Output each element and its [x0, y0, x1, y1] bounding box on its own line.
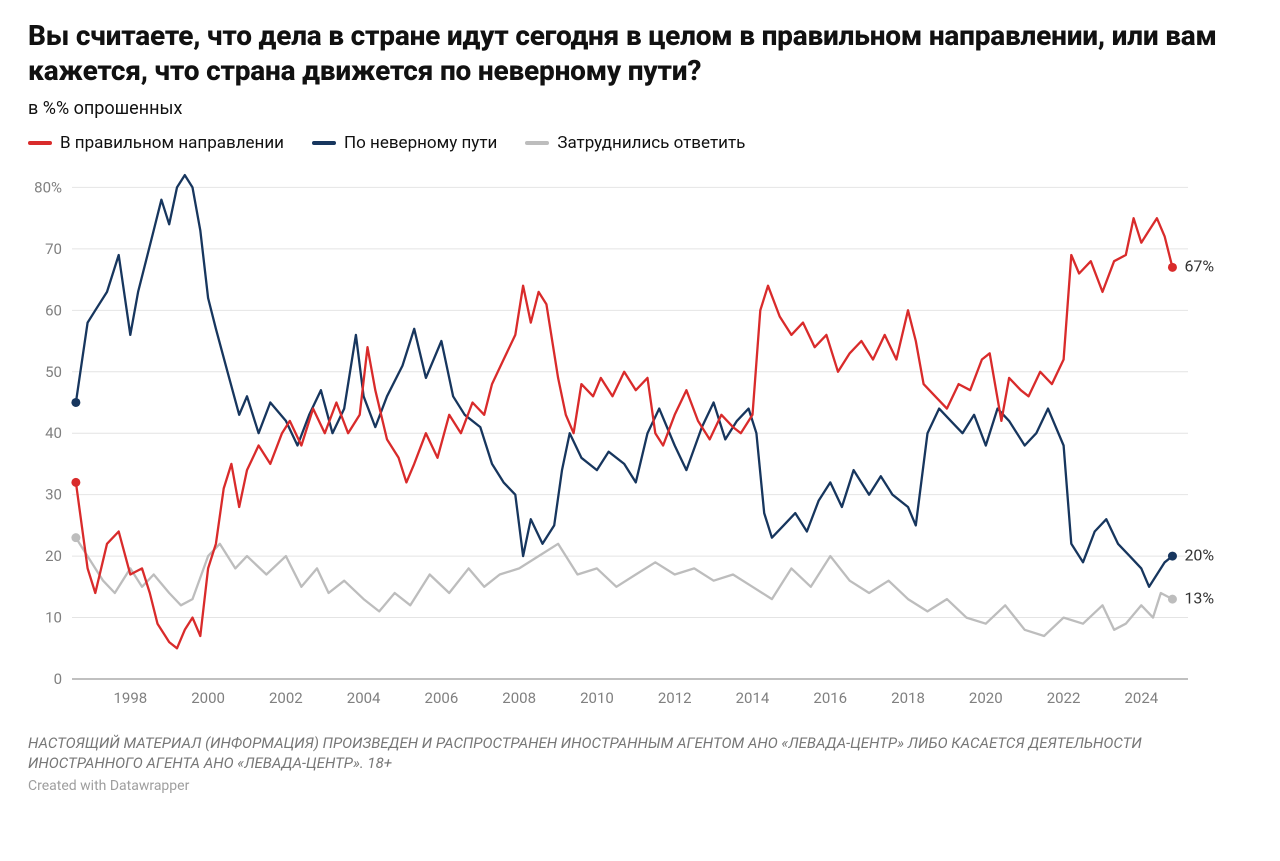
- y-axis-label: 50: [45, 363, 62, 381]
- line-chart-svg: 0 10 20 30 40 50 60 70 80% 1998 2000 2002 2004 2006 20…: [28, 159, 1252, 719]
- x-axis-label: 2022: [1047, 689, 1081, 707]
- legend-label: В правильном направлении: [60, 133, 284, 153]
- end-dot-hard: [1168, 595, 1177, 604]
- end-label-wrong: 20%: [1184, 545, 1214, 564]
- legend: В правильном направлении По неверному пут…: [28, 133, 1252, 153]
- x-axis-label: 1998: [113, 689, 147, 707]
- end-label-hard: 13%: [1184, 588, 1214, 607]
- x-axis-label: 2010: [580, 689, 614, 707]
- legend-swatch: [525, 141, 549, 145]
- chart-title: Вы считаете, что дела в стране идут сего…: [28, 18, 1252, 88]
- legend-swatch: [28, 141, 52, 145]
- y-axis-label: 20: [45, 547, 62, 565]
- x-axis-label: 2020: [969, 689, 1003, 707]
- x-axis-label: 2000: [191, 689, 225, 707]
- legend-label: По неверному пути: [344, 133, 497, 153]
- x-axis-label: 2002: [269, 689, 303, 707]
- chart-container: Вы считаете, что дела в стране идут сего…: [0, 0, 1280, 861]
- x-axis-label: 2012: [658, 689, 692, 707]
- end-dot-right: [1168, 263, 1177, 272]
- legend-item-right: В правильном направлении: [28, 133, 284, 153]
- y-axis-label: 40: [45, 424, 62, 442]
- y-axis-label: 60: [45, 301, 62, 319]
- legend-label: Затруднились ответить: [557, 133, 745, 153]
- y-axis-label: 0: [54, 670, 62, 688]
- start-dot-wrong: [71, 398, 80, 407]
- y-axis-label: 80%: [34, 178, 62, 196]
- end-label-right: 67%: [1184, 257, 1214, 276]
- chart-footnote: НАСТОЯЩИЙ МАТЕРИАЛ (ИНФОРМАЦИЯ) ПРОИЗВЕД…: [28, 733, 1252, 774]
- y-axis-label: 30: [45, 486, 62, 504]
- x-axis-label: 2008: [502, 689, 536, 707]
- chart-credit: Created with Datawrapper: [28, 778, 1252, 794]
- start-dot-hard: [71, 533, 80, 542]
- x-axis-label: 2014: [736, 689, 770, 707]
- legend-item-wrong: По неверному пути: [312, 133, 497, 153]
- end-dot-wrong: [1168, 552, 1177, 561]
- x-axis-label: 2024: [1124, 689, 1158, 707]
- x-axis-label: 2018: [891, 689, 925, 707]
- legend-item-hard: Затруднились ответить: [525, 133, 745, 153]
- y-axis-label: 10: [45, 609, 62, 627]
- series-line-hard: [76, 538, 1173, 636]
- x-axis-label: 2004: [347, 689, 381, 707]
- y-axis-label: 70: [45, 240, 62, 258]
- x-axis-label: 2006: [425, 689, 459, 707]
- legend-swatch: [312, 141, 336, 145]
- x-axis-label: 2016: [813, 689, 847, 707]
- start-dot-right: [71, 478, 80, 487]
- chart-subtitle: в %% опрошенных: [28, 98, 1252, 119]
- chart-plot-area: 0 10 20 30 40 50 60 70 80% 1998 2000 2002 2004 2006 20…: [28, 159, 1252, 719]
